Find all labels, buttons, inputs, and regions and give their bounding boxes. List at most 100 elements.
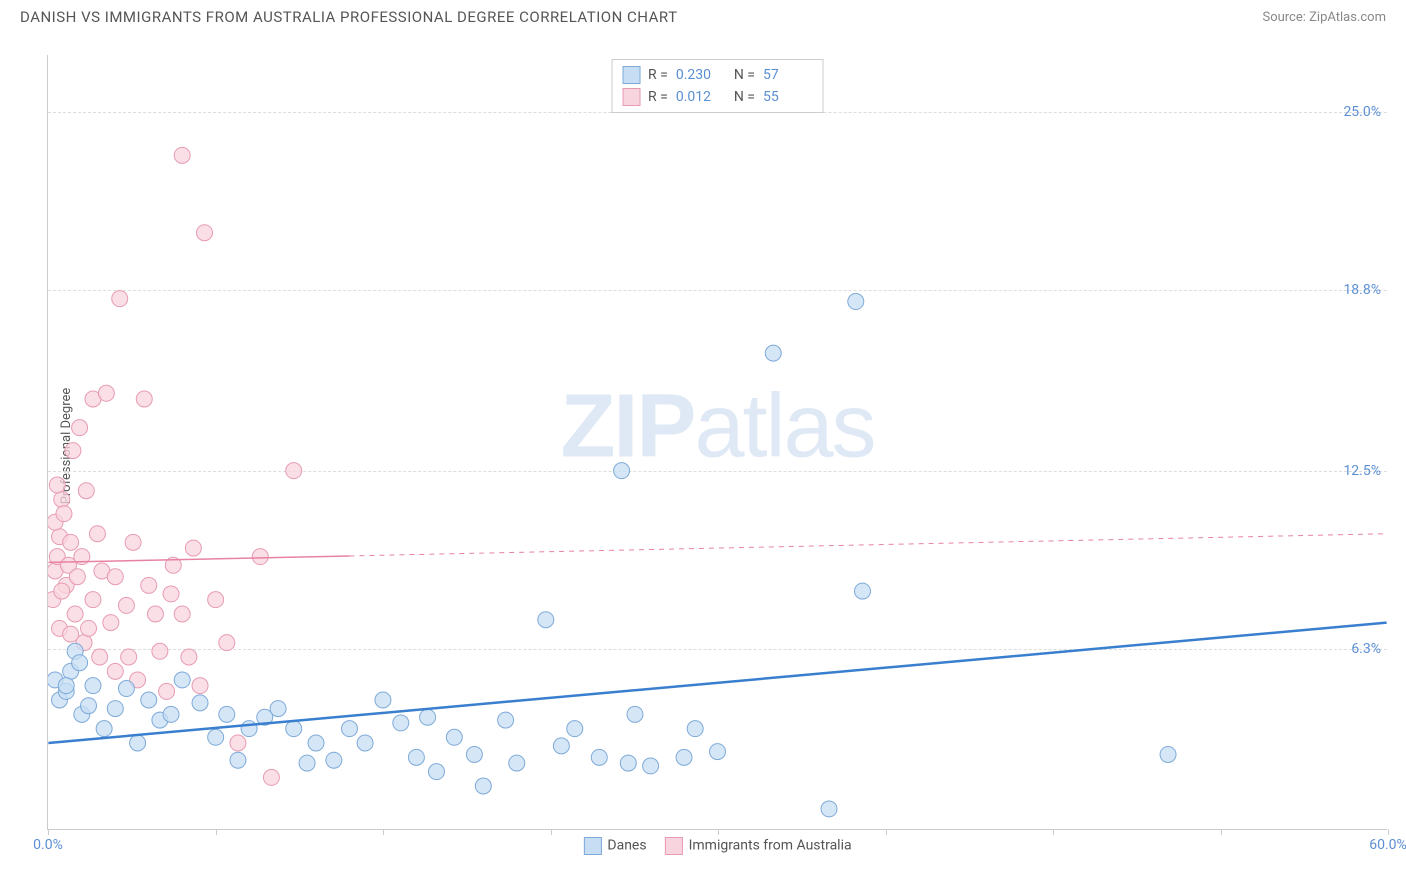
- data-point: [208, 729, 224, 745]
- data-point: [85, 592, 101, 608]
- data-point: [308, 735, 324, 751]
- x-tick: [718, 829, 719, 835]
- n-value: 57: [763, 67, 813, 83]
- data-point: [65, 443, 81, 459]
- data-point: [136, 391, 152, 407]
- data-point: [152, 643, 168, 659]
- data-point: [299, 755, 315, 771]
- data-point: [219, 635, 235, 651]
- data-point: [591, 749, 607, 765]
- data-point: [627, 706, 643, 722]
- data-point: [121, 649, 137, 665]
- data-point: [620, 755, 636, 771]
- data-point: [230, 735, 246, 751]
- x-tick: [1053, 829, 1054, 835]
- data-point: [159, 683, 175, 699]
- data-point: [357, 735, 373, 751]
- legend-series: Danes Immigrants from Australia: [583, 837, 851, 855]
- data-point: [408, 749, 424, 765]
- data-point: [54, 583, 70, 599]
- data-point: [393, 715, 409, 731]
- legend-stats: R = 0.230 N = 57 R = 0.012 N = 55: [611, 59, 824, 113]
- legend-item-danes: Danes: [583, 837, 646, 855]
- data-point: [63, 534, 79, 550]
- data-point: [103, 615, 119, 631]
- data-point: [49, 477, 65, 493]
- legend-label: Immigrants from Australia: [689, 838, 852, 854]
- data-point: [107, 569, 123, 585]
- data-point: [219, 706, 235, 722]
- data-point: [67, 606, 83, 622]
- data-point: [375, 692, 391, 708]
- data-point: [326, 752, 342, 768]
- data-point: [78, 483, 94, 499]
- x-tick: [383, 829, 384, 835]
- data-point: [130, 735, 146, 751]
- data-point: [81, 698, 97, 714]
- data-point: [118, 681, 134, 697]
- data-point: [854, 583, 870, 599]
- x-tick: [1221, 829, 1222, 835]
- data-point: [446, 729, 462, 745]
- legend-swatch-danes: [583, 837, 601, 855]
- data-point: [553, 738, 569, 754]
- data-point: [107, 663, 123, 679]
- data-point: [241, 721, 257, 737]
- data-point: [821, 801, 837, 817]
- chart-source: Source: ZipAtlas.com: [1262, 10, 1386, 25]
- data-point: [118, 597, 134, 613]
- n-label: N =: [734, 89, 755, 105]
- trend-line: [48, 556, 349, 562]
- data-point: [163, 586, 179, 602]
- r-label: R =: [648, 67, 668, 83]
- data-point: [181, 649, 197, 665]
- trend-line-dashed: [349, 534, 1386, 556]
- legend-swatch-danes: [622, 66, 640, 84]
- data-point: [174, 672, 190, 688]
- x-tick: [551, 829, 552, 835]
- data-point: [538, 612, 554, 628]
- data-point: [208, 592, 224, 608]
- data-point: [475, 778, 491, 794]
- n-label: N =: [734, 67, 755, 83]
- legend-stats-row: R = 0.230 N = 57: [622, 64, 813, 86]
- data-point: [125, 534, 141, 550]
- data-point: [710, 744, 726, 760]
- data-point: [112, 291, 128, 307]
- data-point: [141, 692, 157, 708]
- x-tick: [216, 829, 217, 835]
- r-value: 0.230: [676, 67, 726, 83]
- data-point: [98, 385, 114, 401]
- data-point: [174, 147, 190, 163]
- data-point: [498, 712, 514, 728]
- data-point: [252, 549, 268, 565]
- legend-label: Danes: [607, 838, 646, 854]
- data-point: [72, 655, 88, 671]
- x-tick-label: 60.0%: [1369, 837, 1406, 853]
- data-point: [92, 649, 108, 665]
- data-point: [643, 758, 659, 774]
- data-point: [428, 764, 444, 780]
- data-point: [63, 626, 79, 642]
- data-point: [147, 606, 163, 622]
- data-point: [107, 701, 123, 717]
- chart-plot-area: ZIPatlas R = 0.230 N = 57 R = 0.012 N = …: [47, 55, 1387, 830]
- data-point: [614, 463, 630, 479]
- data-point: [58, 678, 74, 694]
- legend-stats-row: R = 0.012 N = 55: [622, 86, 813, 108]
- data-point: [567, 721, 583, 737]
- data-point: [85, 678, 101, 694]
- data-point: [96, 721, 112, 737]
- x-tick: [48, 829, 49, 835]
- data-point: [687, 721, 703, 737]
- legend-swatch-immigrants: [622, 88, 640, 106]
- chart-title: DANISH VS IMMIGRANTS FROM AUSTRALIA PROF…: [20, 8, 678, 26]
- data-point: [263, 769, 279, 785]
- legend-item-immigrants: Immigrants from Australia: [665, 837, 852, 855]
- data-point: [54, 491, 70, 507]
- r-label: R =: [648, 89, 668, 105]
- data-point: [192, 695, 208, 711]
- x-tick: [886, 829, 887, 835]
- data-point: [765, 345, 781, 361]
- chart-header: DANISH VS IMMIGRANTS FROM AUSTRALIA PROF…: [0, 0, 1406, 30]
